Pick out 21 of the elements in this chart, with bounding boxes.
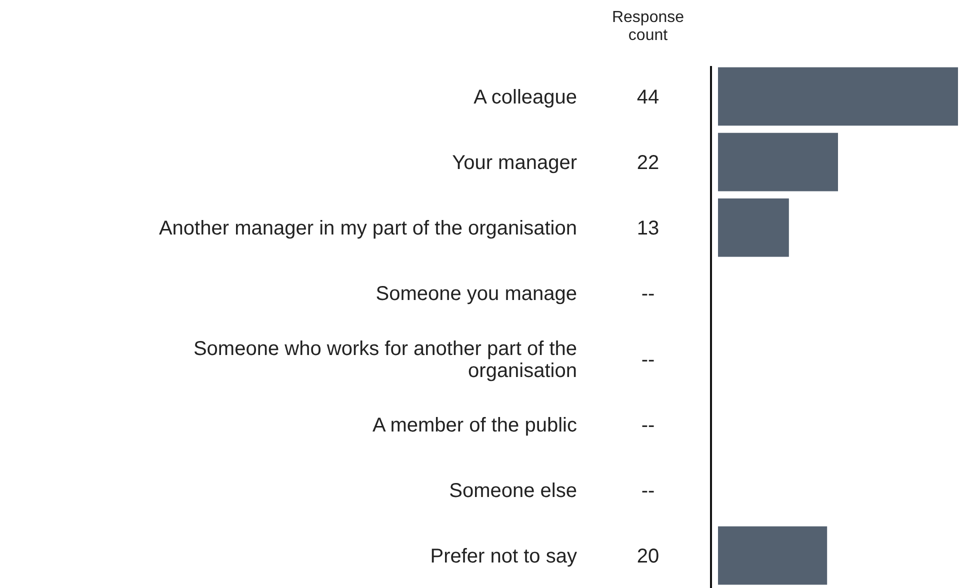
data-label: 20 xyxy=(636,546,660,568)
bar xyxy=(718,198,789,257)
text: -- xyxy=(641,348,655,371)
text: Response count xyxy=(612,9,684,44)
y-tick-label: Someone else xyxy=(449,480,577,502)
y-tick-label: A colleague xyxy=(474,86,577,108)
y-tick-label: Prefer not to say xyxy=(430,546,577,568)
bar xyxy=(718,132,838,192)
data-label: 44 xyxy=(636,86,660,108)
text: -- xyxy=(641,414,655,436)
text: -- xyxy=(641,480,655,502)
bar xyxy=(718,67,958,126)
text: -- xyxy=(641,283,655,306)
data-label: 13 xyxy=(636,218,660,240)
bar xyxy=(718,526,828,585)
y-tick-label: Someone who works for another part of the organisation xyxy=(193,338,577,382)
y-tick-label: A member of the public xyxy=(372,414,577,436)
y-tick-label: Another manager in my part of the organisation xyxy=(158,218,577,240)
y-tick-label: Your manager xyxy=(452,152,578,174)
data-label: 22 xyxy=(636,152,660,174)
y-tick-label: Someone you manage xyxy=(376,283,577,306)
